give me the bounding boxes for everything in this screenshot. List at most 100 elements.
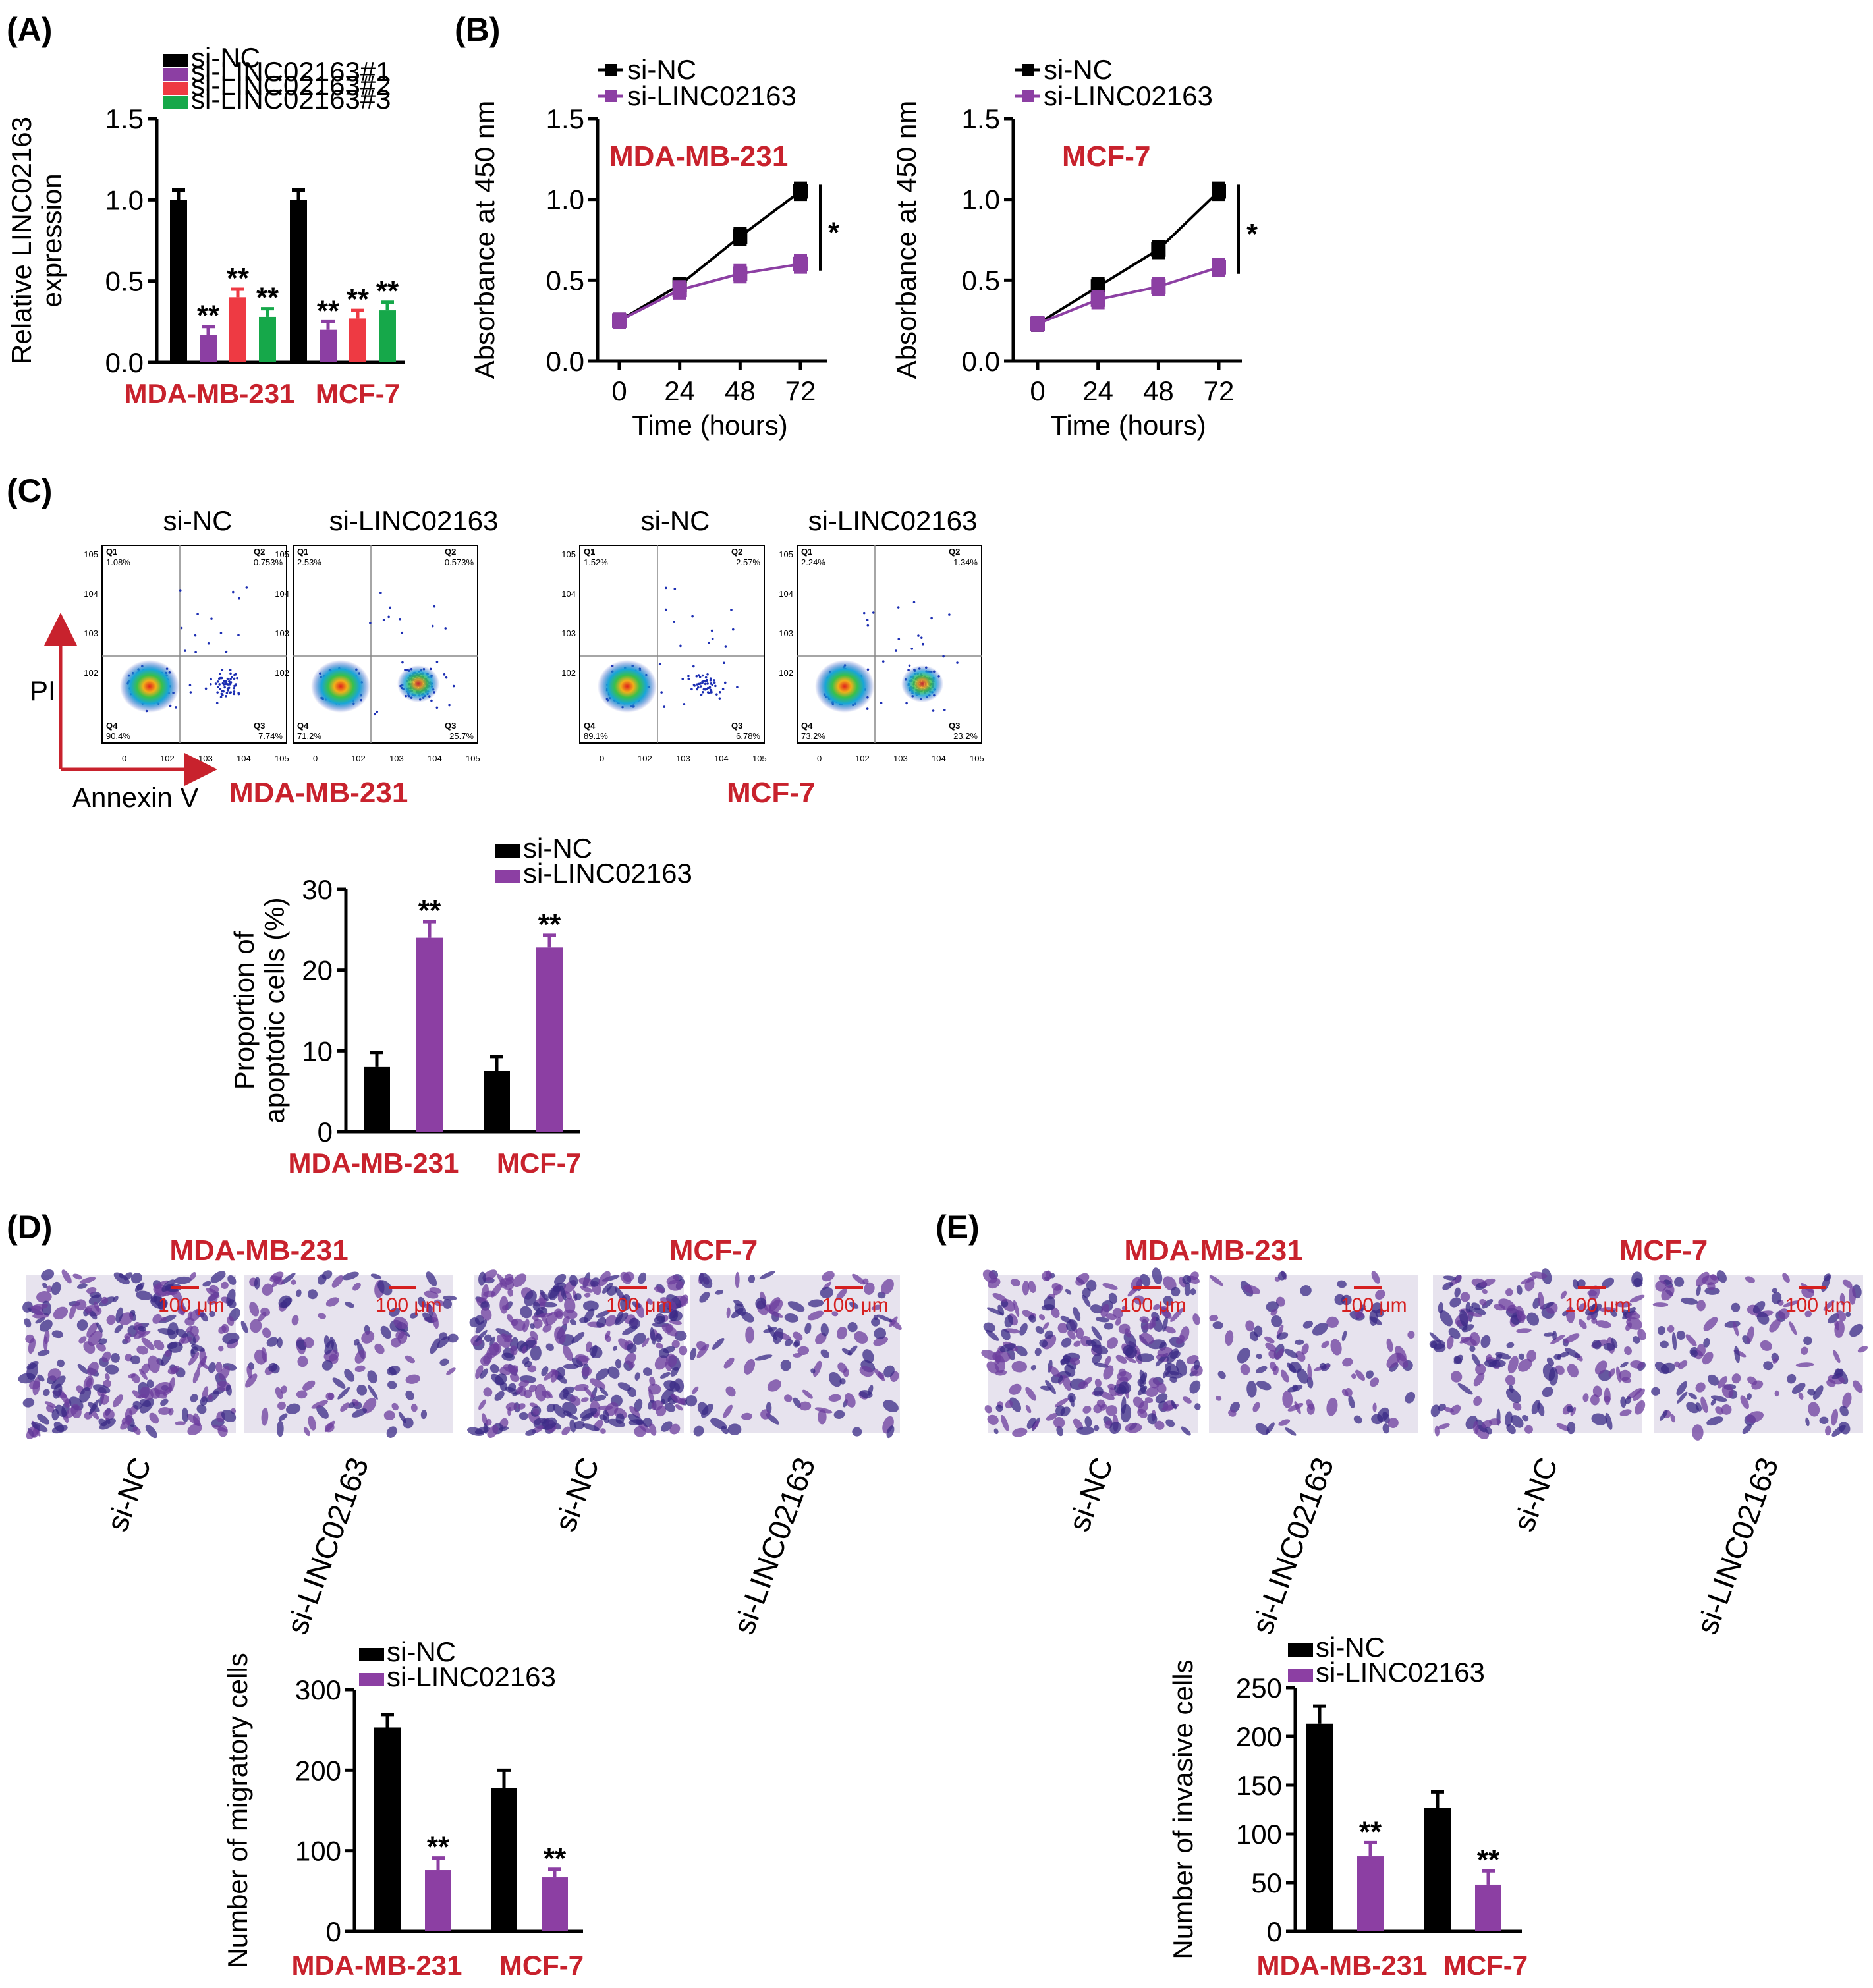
stained-cell <box>1094 1378 1102 1387</box>
stained-cell <box>1676 1330 1686 1340</box>
stained-cell <box>1051 1283 1062 1291</box>
stained-cell <box>1216 1395 1222 1401</box>
stained-cell <box>798 1401 812 1411</box>
stained-cell <box>629 1406 641 1419</box>
stained-cell <box>1798 1392 1804 1400</box>
scatter-point <box>704 682 707 686</box>
scatter-point <box>723 681 727 684</box>
stained-cell <box>356 1384 368 1396</box>
stained-cell <box>321 1360 333 1371</box>
data-point <box>1030 316 1045 331</box>
flow-y-tick-label: 103 <box>779 628 793 638</box>
stained-cell <box>405 1355 415 1364</box>
stained-cell <box>1275 1296 1285 1307</box>
stained-cell <box>1740 1395 1749 1410</box>
stained-cell <box>1849 1286 1856 1305</box>
stained-cell <box>1707 1282 1716 1290</box>
stained-cell <box>1731 1373 1741 1384</box>
scatter-point <box>687 678 690 680</box>
stained-cell <box>1103 1365 1114 1380</box>
y-tick-label: 1.0 <box>105 184 144 215</box>
scatter-point <box>920 636 923 639</box>
stained-cell <box>189 1272 196 1281</box>
stained-cell <box>876 1314 893 1323</box>
chart-e-invasion: 0 50 100 150 200 250 Number of invasive cells *… <box>1167 1632 1528 1981</box>
stained-cell <box>1184 1282 1191 1296</box>
stained-cell <box>725 1386 736 1397</box>
stained-cell <box>995 1404 1003 1412</box>
chart-a-linc-expression: 0.0 0.5 1.0 1.5 Relative LINC02163 expression… <box>6 42 405 409</box>
stained-cell <box>1624 1346 1632 1356</box>
stained-cell <box>995 1350 1001 1364</box>
stained-cell <box>1633 1336 1640 1344</box>
flow-y-tick-label: 105 <box>779 549 793 559</box>
chart-b-cck8-mda: 0.0 0.5 1.0 1.5 Absorbance at 450 nm 0 24 48 72 T… <box>469 54 840 441</box>
stained-cell <box>1620 1396 1627 1408</box>
panel-label-d: (D) <box>7 1209 52 1246</box>
stained-cell <box>96 1342 106 1352</box>
micrograph: 100 μm si-NC <box>1429 1268 1646 1535</box>
stained-cell <box>1691 1349 1698 1358</box>
scatter-point <box>194 634 197 637</box>
stained-cell <box>1526 1350 1536 1362</box>
stained-cell <box>139 1398 152 1407</box>
stained-cell <box>32 1377 41 1396</box>
stained-cell <box>793 1353 802 1358</box>
stained-cell <box>580 1412 594 1422</box>
scatter-point <box>236 676 238 680</box>
stained-cell <box>132 1427 141 1435</box>
stained-cell <box>136 1284 144 1291</box>
stained-cell <box>1256 1366 1268 1374</box>
quadrant-value: 90.4% <box>106 731 130 741</box>
stained-cell <box>100 1395 109 1405</box>
stained-cell <box>1104 1322 1114 1330</box>
stained-cell <box>281 1273 296 1285</box>
scatter-point <box>718 690 721 694</box>
stained-cell <box>712 1338 725 1350</box>
stained-cell <box>1100 1304 1110 1317</box>
scatter-point <box>736 686 739 689</box>
stained-cell <box>1010 1279 1020 1286</box>
stained-cell <box>1100 1404 1107 1411</box>
stained-cell <box>1826 1379 1836 1387</box>
y-axis-label: Relative LINC02163 <box>6 117 37 364</box>
stained-cell <box>1823 1273 1831 1282</box>
stained-cell <box>222 1332 240 1344</box>
stained-cell <box>1282 1390 1293 1408</box>
stained-cell <box>1752 1301 1766 1313</box>
stained-cell <box>1386 1338 1393 1352</box>
stained-cell <box>120 1420 131 1430</box>
scatter-point <box>723 661 725 665</box>
stained-cell <box>499 1296 509 1314</box>
legend-swatch <box>163 68 188 81</box>
y-tick-label: 200 <box>1236 1721 1282 1752</box>
stained-cell <box>632 1333 646 1345</box>
stained-cell <box>1280 1369 1289 1383</box>
scatter-point <box>452 684 455 688</box>
scale-bar-label: 100 μm <box>1120 1294 1187 1316</box>
stained-cell <box>517 1403 526 1410</box>
stained-cell <box>1560 1290 1567 1299</box>
stained-cell <box>1063 1354 1076 1369</box>
stained-cell <box>625 1352 636 1365</box>
stained-cell <box>103 1408 115 1421</box>
stained-cell <box>1107 1383 1117 1391</box>
category-label: MDA-MB-231 <box>124 378 294 409</box>
scale-bar-label: 100 μm <box>822 1294 889 1316</box>
micrograph: 100 μm si-NC <box>981 1267 1203 1535</box>
stained-cell <box>650 1327 656 1345</box>
flow-x-tick-label: 0 <box>313 754 318 763</box>
stained-cell <box>793 1341 800 1348</box>
bar <box>536 947 563 1132</box>
flow-y-tick-label: 103 <box>561 628 576 638</box>
stained-cell <box>1696 1284 1701 1296</box>
significance-label: ** <box>227 262 250 294</box>
stained-cell <box>1556 1423 1570 1431</box>
stained-cell <box>123 1272 133 1281</box>
stained-cell <box>563 1410 572 1417</box>
stained-cell <box>227 1275 237 1285</box>
stained-cell <box>1778 1308 1790 1319</box>
stained-cell <box>1034 1348 1042 1356</box>
significance-label: * <box>828 217 840 249</box>
stained-cell <box>553 1308 563 1318</box>
